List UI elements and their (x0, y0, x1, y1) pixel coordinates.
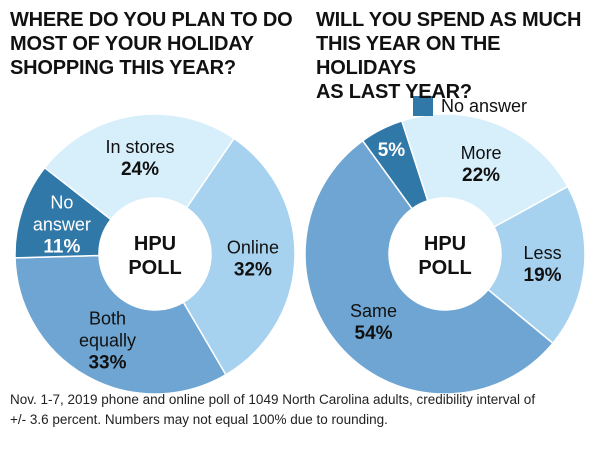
legend-label: No answer (441, 96, 527, 116)
center-label-left: HPU POLL (128, 233, 181, 279)
slice-label-less: Less (524, 243, 562, 263)
slice-value-in-stores: 24% (121, 159, 159, 180)
slice-more (400, 113, 569, 229)
slice-value-both-equally: 33% (88, 353, 126, 374)
slice-no-answer (14, 166, 112, 259)
chart-left-title: WHERE DO YOU PLAN TO DO MOST OF YOUR HOL… (10, 9, 293, 79)
slice-label-online: Online (227, 237, 279, 257)
slice-label-no-answer: No answer (33, 192, 91, 234)
legend: No answer (413, 96, 527, 116)
slice-online (182, 137, 296, 376)
footnote: Nov. 1-7, 2019 phone and online poll of … (10, 392, 536, 427)
slice-value-more: 22% (462, 165, 500, 186)
slice-label-more: More (461, 143, 502, 163)
chart-right-title: WILL YOU SPEND AS MUCH THIS YEAR ON THE … (316, 9, 582, 103)
slice-same (304, 139, 554, 395)
slice-in-stores (43, 113, 236, 221)
slice-value-no-answer: 11% (43, 236, 80, 257)
slice-label-same: Same (350, 301, 397, 321)
legend-swatch (413, 96, 433, 116)
slice-value-no-answer: 5% (378, 140, 406, 161)
slice-value-online: 32% (234, 259, 272, 280)
slice-label-both-equally: Both equally (79, 309, 136, 351)
slice-less (487, 185, 586, 345)
slice-label-in-stores: In stores (105, 137, 174, 157)
center-label-right: HPU POLL (418, 233, 471, 279)
slice-both-equally (14, 254, 227, 395)
slice-no-answer (361, 119, 429, 210)
slice-value-less: 19% (524, 265, 562, 286)
slice-value-same: 54% (355, 323, 393, 344)
